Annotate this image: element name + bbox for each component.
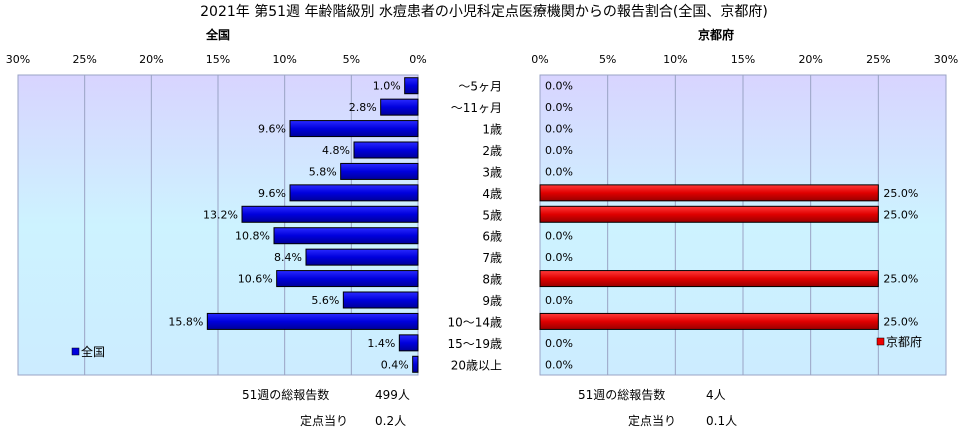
bar-national — [206, 312, 419, 330]
bar-national — [305, 248, 419, 266]
bar-national — [412, 355, 419, 373]
data-label-national: 2.8% — [349, 101, 377, 114]
data-label-national: 9.6% — [258, 187, 286, 200]
tick-label-national: 0% — [409, 53, 426, 66]
data-label-kyoto: 0.0% — [545, 294, 573, 307]
data-label-national: 5.6% — [311, 294, 339, 307]
data-label-kyoto: 25.0% — [883, 315, 918, 328]
ticks-kyoto: 0% 5% 10% 15% 20% 25% 30% — [531, 53, 958, 66]
national-per-value: 0.2人 — [375, 414, 407, 428]
national-per-label: 定点当り — [300, 414, 349, 428]
category-labels: ～5ヶ月 ～11ヶ月 1歳 2歳 3歳 4歳 5歳 6歳 7歳 8歳 9歳 10～14歳 15～19歳 2… — [447, 80, 502, 373]
bar-national — [273, 227, 419, 245]
tick-label-kyoto: 30% — [934, 53, 958, 66]
tick-label-kyoto: 15% — [731, 53, 755, 66]
data-label-national: 5.8% — [309, 165, 337, 178]
data-label-national: 9.6% — [258, 123, 286, 136]
bar-national — [404, 77, 419, 95]
bar-national — [398, 334, 419, 352]
data-label-national: 4.8% — [322, 144, 350, 157]
data-label-kyoto: 0.0% — [545, 144, 573, 157]
tick-label-kyoto: 10% — [663, 53, 687, 66]
bar-national — [353, 141, 419, 159]
tick-label-national: 20% — [139, 53, 163, 66]
tick-label-kyoto: 0% — [531, 53, 548, 66]
kyoto-total-label: 51週の総報告数 — [578, 388, 666, 402]
panel-title-national: 全国 — [205, 27, 230, 42]
national-total-label: 51週の総報告数 — [242, 388, 330, 402]
tick-label-national: 15% — [206, 53, 230, 66]
data-label-kyoto: 0.0% — [545, 165, 573, 178]
legend-national: 全国 — [71, 344, 105, 359]
category-label: 7歳 — [482, 251, 502, 265]
category-label: 1歳 — [482, 123, 502, 137]
category-label: ～5ヶ月 — [458, 80, 502, 94]
tick-label-national: 25% — [72, 53, 96, 66]
data-label-national: 0.4% — [381, 358, 409, 371]
category-label: 3歳 — [482, 165, 502, 179]
panel-title-kyoto: 京都府 — [698, 27, 734, 42]
data-label-kyoto: 0.0% — [545, 358, 573, 371]
legend-label-kyoto: 京都府 — [886, 334, 922, 349]
legend-label-national: 全国 — [81, 344, 105, 359]
legend-swatch-kyoto — [876, 337, 885, 346]
bar-national — [276, 270, 419, 288]
bar-kyoto — [539, 184, 879, 202]
bar-national — [241, 205, 419, 223]
category-label: 9歳 — [482, 294, 502, 308]
bar-national — [380, 98, 419, 116]
bar-kyoto — [539, 312, 879, 330]
bar-national — [342, 291, 419, 309]
bar-kyoto — [539, 205, 879, 223]
tick-label-national: 30% — [6, 53, 30, 66]
data-label-kyoto: 0.0% — [545, 80, 573, 93]
page-title: 2021年 第51週 年齢階級別 水痘患者の小児科定点医療機関からの報告割合(全… — [200, 3, 768, 20]
category-label: 20歳以上 — [451, 358, 502, 372]
data-label-kyoto: 25.0% — [883, 187, 918, 200]
category-label: 4歳 — [482, 187, 502, 201]
bar-national — [289, 184, 419, 202]
bar-national — [340, 162, 419, 180]
data-label-kyoto: 25.0% — [883, 273, 918, 286]
data-label-kyoto: 25.0% — [883, 208, 918, 221]
data-label-national: 10.6% — [238, 273, 273, 286]
legend-swatch-national — [71, 347, 80, 356]
ticks-national: 30% 25% 20% 15% 10% 5% 0% — [6, 53, 427, 66]
bars-national: 1.0% 2.8% 9.6% 4.8% 5.8% 9.6% 13.2% 10.8% 8.4%10… — [168, 77, 419, 373]
category-label: 8歳 — [482, 273, 502, 287]
data-label-kyoto: 0.0% — [545, 101, 573, 114]
data-label-kyoto: 0.0% — [545, 123, 573, 136]
bars-kyoto: 0.0% 0.0% 0.0% 0.0% 0.0% 25.0% 25.0% 0.0% 0.0% 25… — [539, 80, 918, 371]
bar-national — [289, 120, 419, 138]
category-label: 2歳 — [482, 144, 502, 158]
kyoto-per-label: 定点当り — [628, 414, 677, 428]
data-label-national: 13.2% — [203, 208, 238, 221]
data-label-national: 1.0% — [373, 80, 401, 93]
data-label-kyoto: 0.0% — [545, 337, 573, 350]
data-label-national: 1.4% — [367, 337, 395, 350]
data-label-national: 10.8% — [235, 230, 270, 243]
bar-kyoto — [539, 270, 879, 288]
category-label: ～11ヶ月 — [451, 101, 502, 115]
tick-label-kyoto: 5% — [599, 53, 616, 66]
category-label: 6歳 — [482, 230, 502, 244]
kyoto-total-value: 4人 — [706, 388, 726, 402]
tick-label-national: 10% — [272, 53, 296, 66]
tick-label-kyoto: 20% — [798, 53, 822, 66]
national-total-value: 499人 — [375, 388, 410, 402]
data-label-national: 15.8% — [168, 315, 203, 328]
category-label: 10～14歳 — [447, 315, 502, 329]
data-label-kyoto: 0.0% — [545, 230, 573, 243]
kyoto-per-value: 0.1人 — [706, 414, 738, 428]
tick-label-kyoto: 25% — [866, 53, 890, 66]
data-label-national: 8.4% — [274, 251, 302, 264]
category-label: 5歳 — [482, 208, 502, 222]
data-label-kyoto: 0.0% — [545, 251, 573, 264]
tick-label-national: 5% — [343, 53, 360, 66]
legend-kyoto: 京都府 — [876, 334, 922, 349]
category-label: 15～19歳 — [447, 337, 502, 351]
